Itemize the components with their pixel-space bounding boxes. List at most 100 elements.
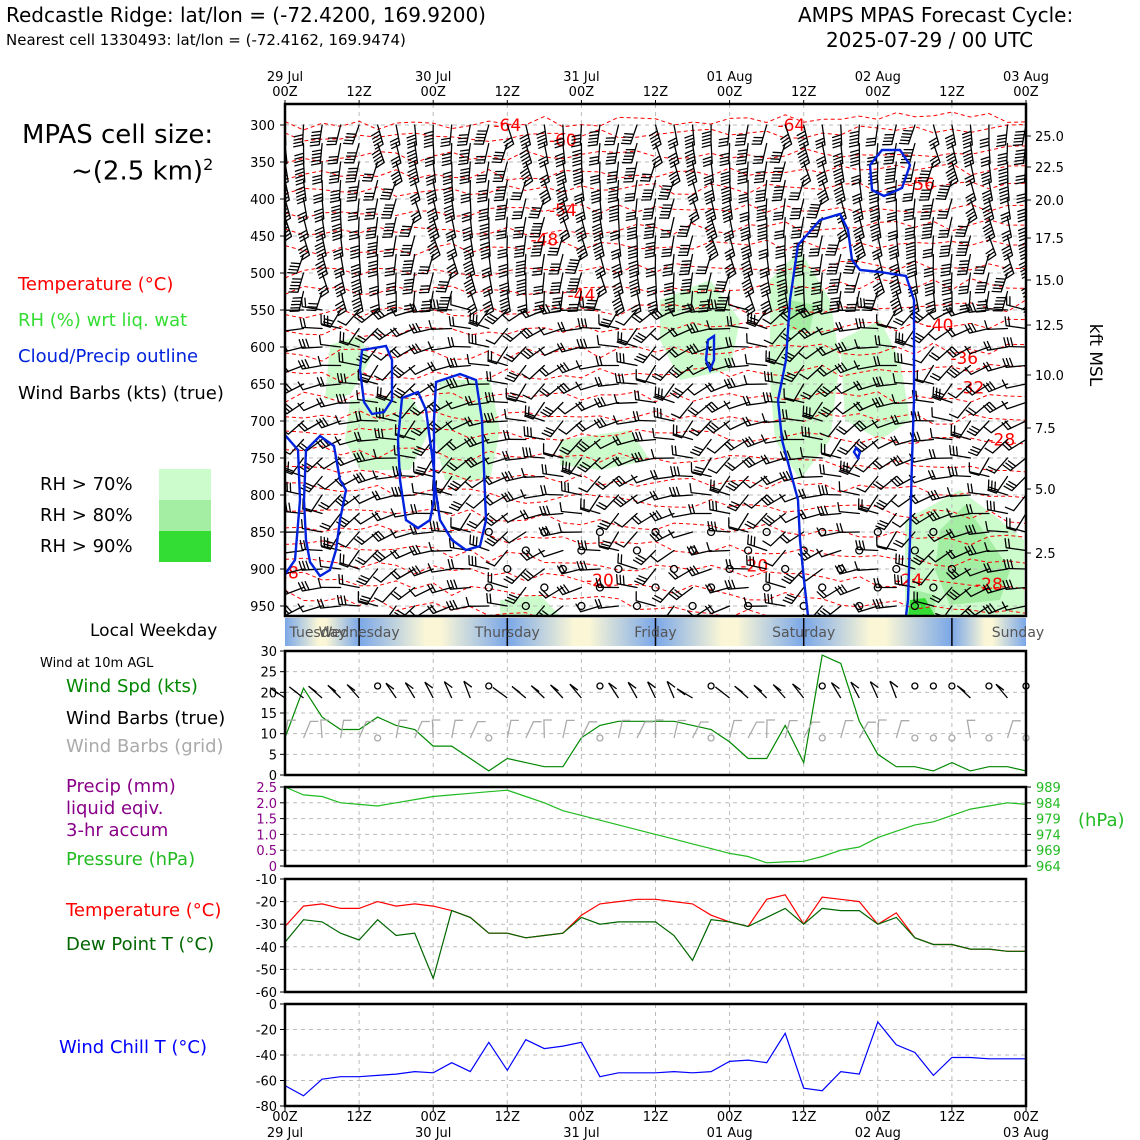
wind-barb bbox=[375, 383, 397, 401]
calm-wind-circle bbox=[540, 583, 549, 592]
wind-barb bbox=[427, 563, 453, 573]
wind-barb bbox=[775, 235, 786, 259]
wind-barb bbox=[703, 161, 715, 186]
wind-barb bbox=[649, 308, 675, 320]
surface-wind-barb bbox=[772, 684, 786, 699]
wind-barb bbox=[913, 364, 935, 384]
wind-barb bbox=[1001, 420, 1026, 431]
wind-barb bbox=[661, 235, 675, 258]
wind-barb bbox=[566, 272, 583, 293]
precip-label-2: liquid eqiv. bbox=[66, 798, 164, 819]
wind-barb bbox=[1003, 337, 1026, 348]
wind-barb bbox=[336, 372, 360, 385]
wind-barb bbox=[543, 438, 564, 458]
temperature-dewpoint-panel: -60 -50 -40 -30 -20 -10 bbox=[256, 873, 1028, 1001]
wind-barb bbox=[594, 598, 620, 609]
wind-barb bbox=[726, 316, 749, 330]
wind-barb bbox=[503, 124, 515, 150]
bottom-hour-label: 12Z bbox=[346, 1110, 372, 1125]
wind-barb bbox=[917, 161, 935, 182]
top-date-label: 01 Aug bbox=[707, 70, 753, 85]
surface-wind-barb bbox=[734, 685, 749, 699]
wind-barb bbox=[746, 333, 768, 348]
wind-barb bbox=[538, 142, 549, 168]
wind-barb bbox=[723, 377, 749, 389]
wind-barb bbox=[356, 389, 379, 404]
wind-barb bbox=[838, 481, 860, 496]
rh70-area bbox=[435, 380, 500, 480]
wind-barb bbox=[838, 457, 860, 475]
surface-wind-barb bbox=[404, 682, 416, 699]
wind-barb bbox=[707, 457, 731, 474]
surface-grid-wind-barb bbox=[784, 719, 798, 739]
wind-barb bbox=[565, 253, 583, 275]
wind-barb bbox=[446, 253, 459, 280]
surface-grid-wind-barb bbox=[877, 719, 887, 739]
wind-barb bbox=[763, 327, 786, 345]
wind-barb bbox=[933, 605, 953, 616]
wind-barb bbox=[871, 396, 897, 408]
wind-barb bbox=[590, 179, 602, 204]
wind-barb bbox=[631, 451, 657, 463]
panel-grid bbox=[285, 879, 1026, 992]
surface-grid-wind-barb bbox=[506, 719, 519, 739]
wind-barb bbox=[327, 142, 342, 165]
wind-barb bbox=[779, 470, 805, 482]
surface-grid-wind-barb bbox=[320, 719, 329, 739]
wind-barb bbox=[635, 591, 657, 607]
wind-barb bbox=[1017, 216, 1026, 242]
surface-grid-calm-circle bbox=[948, 734, 956, 742]
calm-wind-circle bbox=[910, 546, 919, 555]
surface-wind-barb bbox=[850, 681, 860, 699]
wind-barb bbox=[1001, 379, 1026, 389]
wind-barb bbox=[634, 390, 657, 404]
wind-barb bbox=[598, 531, 620, 550]
wind-barb bbox=[390, 161, 403, 187]
wind-barb bbox=[702, 142, 713, 167]
pressure-tick-label: 750 bbox=[250, 452, 275, 467]
wind-barb bbox=[678, 253, 694, 276]
surface-calm-circle bbox=[485, 682, 493, 690]
wind-barb bbox=[316, 457, 342, 470]
wind-barb bbox=[402, 272, 416, 295]
wind-barb bbox=[927, 510, 953, 522]
wind-barb bbox=[617, 553, 638, 570]
wind-barb bbox=[317, 355, 342, 367]
wind-barb bbox=[927, 469, 953, 480]
wind-barb bbox=[538, 586, 564, 599]
panel-value-tick-label: -20 bbox=[256, 1024, 277, 1039]
wind-barb bbox=[663, 272, 675, 296]
wind-barb bbox=[294, 161, 306, 186]
panel-value-tick-label: 25 bbox=[260, 666, 277, 681]
wind-barb bbox=[321, 309, 342, 328]
wind-barb bbox=[851, 179, 863, 205]
wind-barb bbox=[839, 460, 860, 478]
wind-barb bbox=[371, 490, 397, 501]
wind-barb bbox=[867, 161, 879, 185]
wind-barb bbox=[1002, 579, 1026, 590]
wind-barb bbox=[392, 465, 416, 478]
wind-barb bbox=[334, 436, 360, 446]
wind-barb bbox=[428, 320, 453, 330]
wind-barb bbox=[969, 457, 990, 476]
calm-wind-circle bbox=[818, 583, 827, 592]
wind-barb bbox=[759, 253, 770, 279]
wind-barb bbox=[285, 327, 305, 332]
wind-barb bbox=[635, 364, 657, 384]
calm-wind-circle bbox=[762, 583, 771, 592]
wind-barb bbox=[991, 272, 1009, 293]
wind-barb bbox=[680, 272, 694, 295]
wind-barb bbox=[287, 253, 305, 274]
surface-grid-wind-barb bbox=[803, 721, 821, 739]
calm-wind-circle bbox=[929, 527, 938, 537]
wind-barb bbox=[831, 124, 843, 149]
wind-barb bbox=[297, 603, 323, 613]
bottom-hour-label: 00Z bbox=[865, 1110, 891, 1125]
wind-barb bbox=[852, 198, 864, 224]
wind-barb bbox=[607, 179, 620, 203]
wind-barb bbox=[354, 549, 379, 566]
wind-barb bbox=[1002, 357, 1026, 368]
wind-barb bbox=[297, 198, 308, 224]
wind-barb bbox=[372, 327, 397, 341]
